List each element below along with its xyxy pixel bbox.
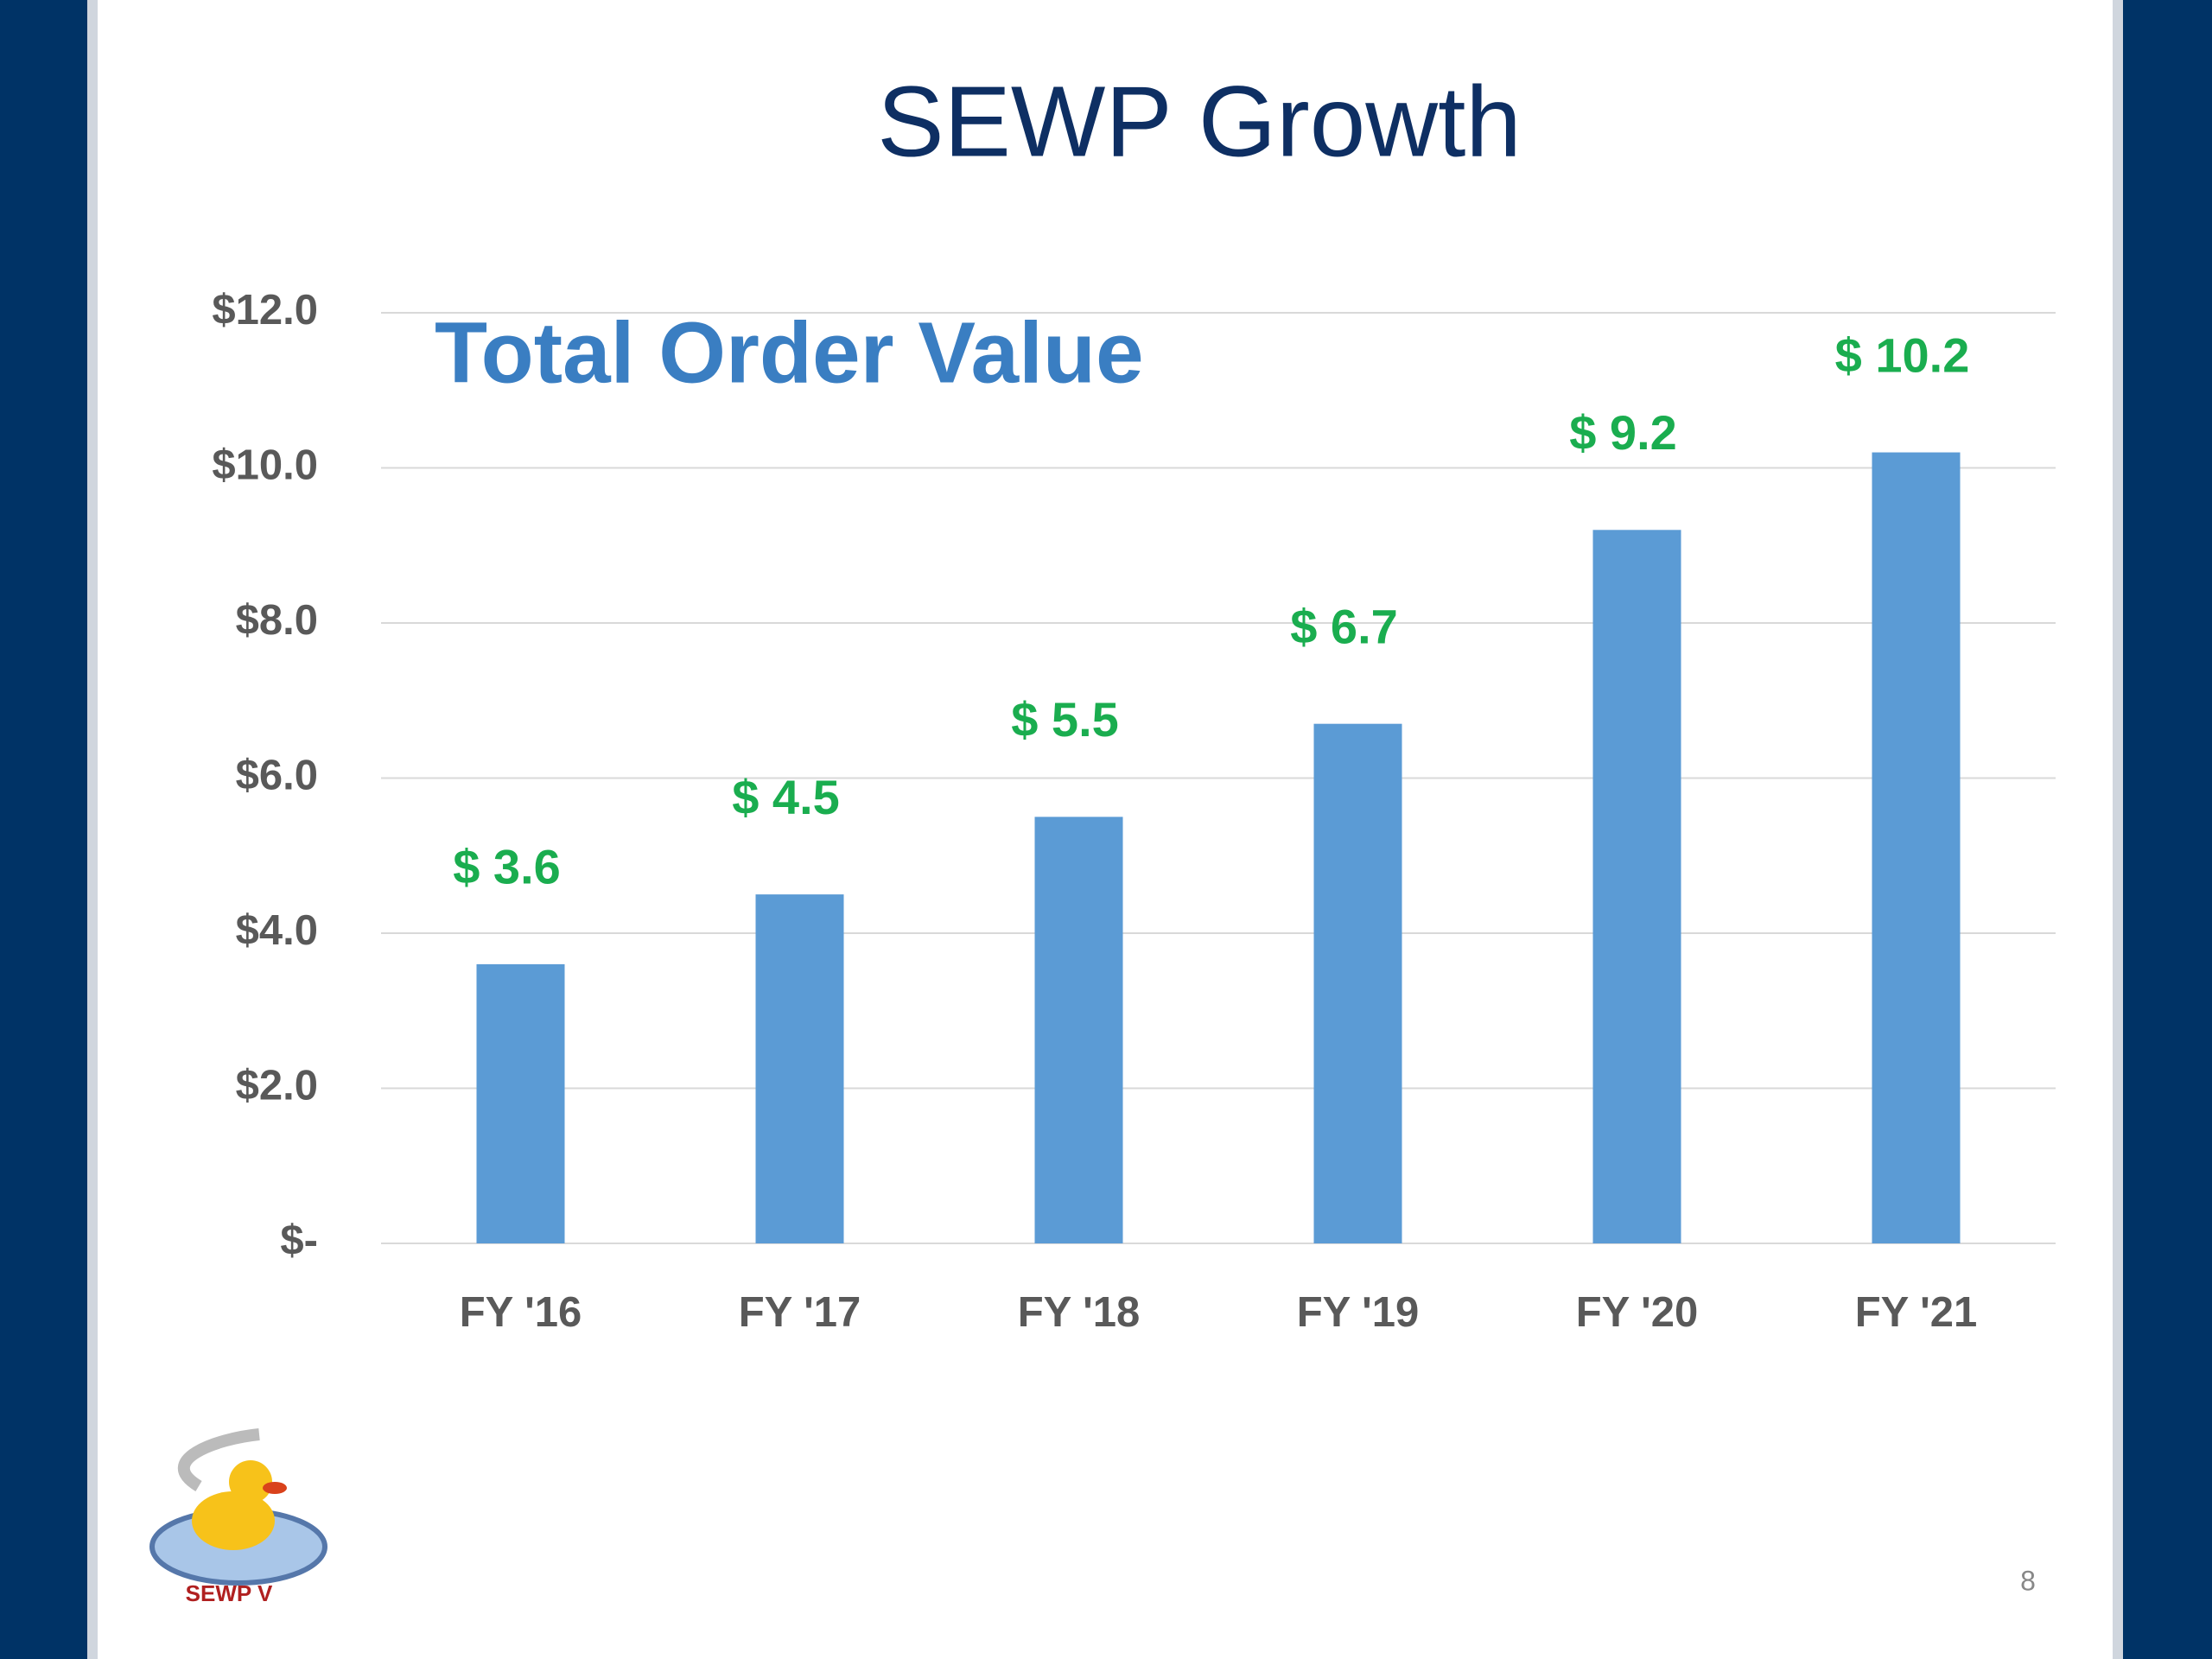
chart-subtitle: Total Order Value <box>435 304 1144 401</box>
logo: SEWP V <box>149 1428 327 1606</box>
logo-steam <box>178 1428 260 1491</box>
logo-duck-head <box>229 1460 272 1503</box>
right-bar <box>2123 0 2212 1659</box>
logo-duck-body <box>192 1491 275 1550</box>
x-tick-label: FY '19 <box>1297 1289 1420 1336</box>
bar <box>476 963 565 1243</box>
y-tick-label: $4.0 <box>236 907 318 954</box>
y-tick-label: $12.0 <box>212 287 318 334</box>
page-number: 8 <box>2020 1565 2036 1596</box>
value-label: $ 10.2 <box>1835 327 1970 382</box>
logo-text: SEWP V <box>186 1580 273 1606</box>
y-tick-label: $- <box>280 1217 318 1264</box>
right-shadow <box>2113 0 2123 1659</box>
y-tick-label: $8.0 <box>236 597 318 644</box>
value-label: $ 6.7 <box>1290 599 1398 653</box>
x-tick-label: FY '21 <box>1855 1289 1978 1336</box>
x-tick-label: FY '17 <box>739 1289 861 1336</box>
bar <box>755 894 844 1243</box>
bar <box>1313 723 1402 1243</box>
x-tick-label: FY '20 <box>1576 1289 1699 1336</box>
y-tick-label: $6.0 <box>236 752 318 798</box>
x-tick-label: FY '16 <box>460 1289 582 1336</box>
chart-title: SEWP Growth <box>877 66 1522 178</box>
value-label: $ 5.5 <box>1011 692 1119 747</box>
y-tick-label: $10.0 <box>212 442 318 488</box>
value-label: $ 3.6 <box>453 840 561 894</box>
bar <box>1034 817 1123 1243</box>
logo-beak <box>263 1482 287 1494</box>
bar <box>1592 530 1681 1243</box>
bar <box>1872 452 1961 1243</box>
y-tick-label: $2.0 <box>236 1062 318 1109</box>
value-label: $ 9.2 <box>1569 405 1677 460</box>
x-tick-label: FY '18 <box>1018 1289 1141 1336</box>
left-bar <box>0 0 87 1659</box>
value-label: $ 4.5 <box>732 770 840 824</box>
left-shadow <box>87 0 98 1659</box>
